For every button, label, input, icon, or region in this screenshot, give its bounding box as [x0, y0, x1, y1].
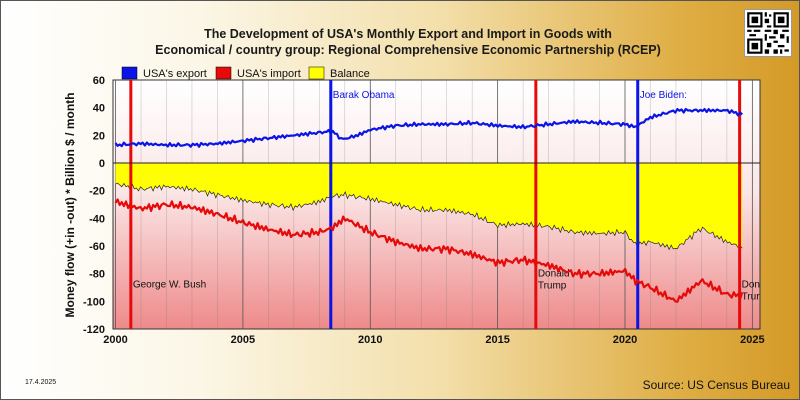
y-tick-label--40: -40	[89, 213, 105, 225]
y-axis-label: Money flow (+in -out) * Billion $ / mont…	[63, 93, 77, 318]
y-tick-labels: 60 40 20 0 -20 -40 -60 -80 -100 -120	[83, 75, 105, 336]
president-label-2-1: Trump	[538, 280, 567, 291]
president-label-3-0: Joe Biden:	[640, 90, 687, 101]
legend-label-balance: Balance	[330, 68, 370, 80]
y-tick-label--80: -80	[89, 269, 105, 281]
president-label-4-0: Don	[742, 280, 760, 291]
series-line-export	[114, 107, 743, 148]
president-label-0-0: George W. Bush	[133, 280, 206, 291]
president-label-2-0: Donald	[538, 268, 570, 279]
chart-title-line-1: The Development of USA's Monthly Export …	[204, 27, 612, 41]
legend-swatch-balance	[308, 66, 325, 80]
legend-swatch-export	[121, 66, 138, 80]
balance-area	[115, 163, 743, 250]
legend-swatch-import	[215, 66, 232, 80]
source-label: Source: US Census Bureau	[643, 378, 790, 392]
y-tick-label-40: 40	[93, 103, 105, 115]
x-tick-label-2005: 2005	[231, 334, 255, 346]
date-stamp: 17.4.2025	[25, 379, 56, 386]
y-tick-label--120: -120	[83, 324, 105, 336]
president-label-4-1: Trur	[742, 292, 761, 303]
x-tick-label-2015: 2015	[485, 334, 509, 346]
x-tick-label-2020: 2020	[613, 334, 637, 346]
y-tick-label-60: 60	[93, 75, 105, 87]
x-tick-labels: 2000 2005 2010 2015 2020 2025	[103, 334, 764, 346]
series-lines	[114, 107, 744, 303]
legend: USA's export USA's import Balance	[121, 66, 370, 80]
qr-code-image	[744, 9, 792, 57]
legend-label-import: USA's import	[237, 68, 301, 80]
y-tick-label-0: 0	[99, 158, 105, 170]
president-label-1-0: Barak Obama	[333, 90, 395, 101]
y-tick-label--100: -100	[83, 296, 105, 308]
y-tick-label--60: -60	[89, 241, 105, 253]
chart-title-line-2: Economical / country group: Regional Com…	[155, 43, 661, 57]
y-tick-label-20: 20	[93, 130, 105, 142]
x-tick-label-2025: 2025	[740, 334, 764, 346]
legend-label-export: USA's export	[143, 68, 207, 80]
x-tick-label-2010: 2010	[358, 334, 382, 346]
y-tick-label--20: -20	[89, 186, 105, 198]
series-line-import	[114, 198, 744, 303]
x-tick-label-2000: 2000	[103, 334, 127, 346]
